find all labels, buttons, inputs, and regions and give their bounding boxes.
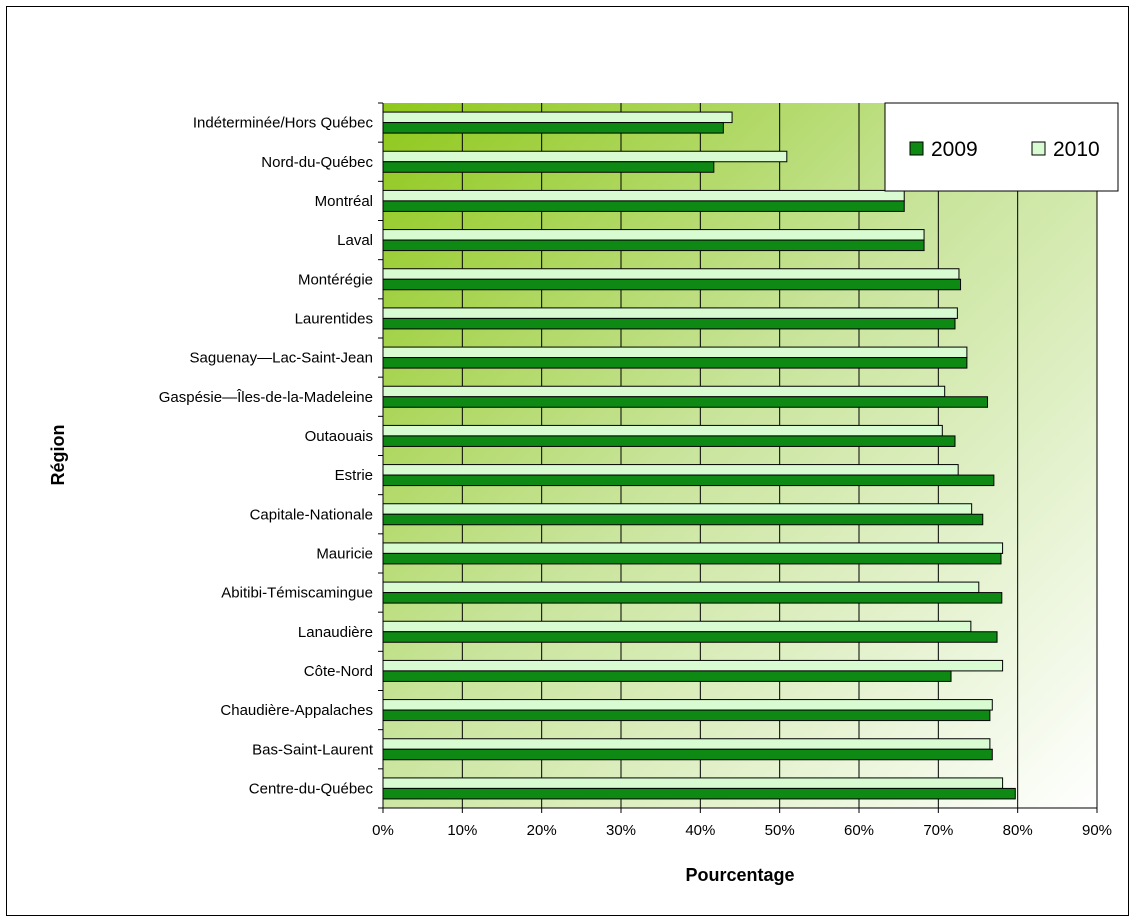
tick-label: 90% bbox=[1082, 822, 1112, 839]
legend: 2009 2010 bbox=[884, 102, 1119, 192]
bar-2010 bbox=[382, 150, 788, 163]
bar-2009 bbox=[382, 670, 952, 682]
category-label: Gaspésie—Îles-de-la-Madeleine bbox=[159, 389, 373, 406]
category-label: Outaouais bbox=[305, 428, 373, 445]
bar-2009 bbox=[382, 122, 724, 134]
tick-label: 50% bbox=[765, 822, 795, 839]
bar-2009 bbox=[382, 592, 1003, 604]
tick-labels: 0% 10% 20% 30% 40% 50% 60% 70% 80% 90% bbox=[372, 822, 1112, 839]
gridlines bbox=[461, 103, 1098, 808]
bar-2010 bbox=[382, 659, 1004, 672]
legend-label-2009: 2009 bbox=[931, 138, 978, 161]
axes bbox=[378, 102, 1098, 813]
bar-2009 bbox=[382, 435, 956, 447]
bar-2009 bbox=[382, 161, 715, 173]
bar-2010 bbox=[382, 699, 993, 711]
category-label: Saguenay—Lac-Saint-Jean bbox=[190, 350, 373, 367]
tick-label: 60% bbox=[844, 822, 874, 839]
bar-2009 bbox=[382, 474, 995, 487]
bar-2010 bbox=[382, 229, 925, 241]
legend-swatch-2010 bbox=[1031, 141, 1046, 156]
tick-label: 70% bbox=[923, 822, 953, 839]
bar-2009 bbox=[382, 552, 1002, 565]
bar-2009 bbox=[382, 631, 998, 643]
tick-label: 30% bbox=[606, 822, 636, 839]
category-label: Laurentides bbox=[295, 310, 373, 327]
category-label: Capitale-Nationale bbox=[250, 506, 373, 523]
bar-2010 bbox=[382, 385, 946, 398]
category-labels: Indéterminée/Hors Québec Nord-du-Québec Mo… bbox=[159, 115, 374, 798]
legend-label-2010: 2010 bbox=[1053, 138, 1100, 161]
bar-2009 bbox=[382, 513, 984, 526]
bar-2009 bbox=[382, 239, 925, 252]
category-label: Chaudière-Appalaches bbox=[220, 702, 373, 719]
category-label: Indéterminée/Hors Québec bbox=[193, 115, 374, 132]
category-label: Montérégie bbox=[298, 271, 373, 288]
category-label: Laval bbox=[337, 232, 373, 249]
category-label: Estrie bbox=[335, 467, 373, 484]
tick-label: 80% bbox=[1003, 822, 1033, 839]
category-label: Bas-Saint-Laurent bbox=[252, 741, 374, 758]
category-label: Nord-du-Québec bbox=[261, 154, 373, 171]
legend-box bbox=[884, 102, 1119, 192]
category-label: Côte-Nord bbox=[304, 663, 373, 680]
bar-2010 bbox=[382, 503, 973, 515]
category-label: Mauricie bbox=[316, 545, 373, 562]
bar-2010 bbox=[382, 307, 958, 319]
bar-2009 bbox=[382, 396, 989, 408]
x-axis-title: Pourcentage bbox=[685, 865, 794, 885]
plot-area bbox=[383, 103, 1097, 808]
tick-label: 0% bbox=[372, 822, 394, 839]
bar-2010 bbox=[382, 581, 980, 594]
bar-2010 bbox=[382, 189, 905, 202]
bar-2010 bbox=[382, 268, 960, 280]
y-axis-title: Région bbox=[48, 425, 68, 486]
tick-label: 40% bbox=[685, 822, 715, 839]
bars bbox=[382, 111, 1016, 800]
category-label: Montréal bbox=[315, 193, 373, 210]
bar-2009 bbox=[382, 748, 993, 761]
bar-2009 bbox=[382, 357, 968, 369]
bar-2010 bbox=[382, 424, 943, 437]
bar-2010 bbox=[382, 620, 972, 633]
tick-label: 20% bbox=[527, 822, 557, 839]
bar-2010 bbox=[382, 777, 1004, 789]
bar-2009 bbox=[382, 787, 1016, 800]
chart-frame: Indéterminée/Hors Québec Nord-du-Québec Mo… bbox=[6, 6, 1129, 916]
legend-swatch-2009 bbox=[909, 141, 924, 156]
bar-2009 bbox=[382, 709, 991, 722]
category-label: Centre-du-Québec bbox=[249, 780, 374, 797]
category-label: Lanaudière bbox=[298, 624, 373, 641]
bar-2009 bbox=[382, 200, 905, 212]
bar-2009 bbox=[382, 317, 956, 330]
tick-label: 10% bbox=[447, 822, 477, 839]
bar-2010 bbox=[382, 738, 991, 750]
bar-2010 bbox=[382, 542, 1004, 554]
bar-2010 bbox=[382, 111, 733, 124]
bar-2010 bbox=[382, 346, 968, 359]
bar-2010 bbox=[382, 464, 959, 476]
bar-chart: Indéterminée/Hors Québec Nord-du-Québec Mo… bbox=[48, 102, 1119, 885]
bar-2009 bbox=[382, 278, 962, 291]
category-label: Abitibi-Témiscamingue bbox=[221, 585, 373, 602]
